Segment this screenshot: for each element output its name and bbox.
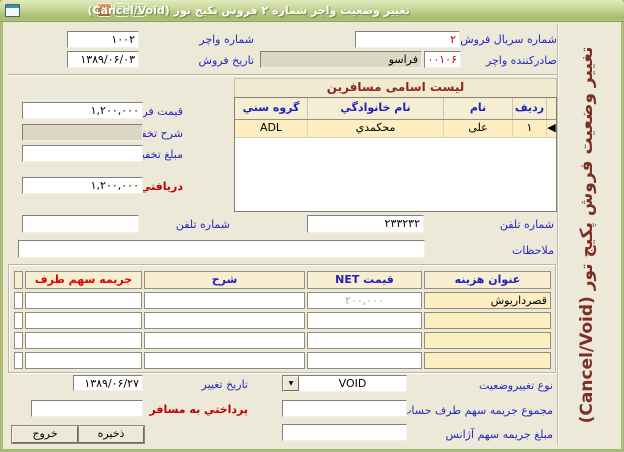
col-header-first-name: نام [443,98,512,119]
costs-groupbox [8,264,556,373]
cost-spacer-cell [14,332,23,349]
cost-row [14,312,551,329]
col-header-age-group: گروه سني [242,101,300,114]
sale-date-label: تاریخ فروش [198,54,254,67]
cost-net-cell [307,312,422,329]
change-date-label: تاریخ تغییر [201,378,248,391]
cost-title-cell [424,312,551,329]
passenger-first-name: علی [443,120,512,137]
col-header-description: شرح [144,271,305,289]
passenger-last-name: محکمدي [307,120,443,137]
phone2-label: شماره تلفن [175,218,230,231]
voucher-number-label: شماره واچر [199,33,254,46]
phone2-input[interactable] [22,215,139,233]
dropdown-arrow-icon[interactable]: ▼ [283,376,299,391]
window-title: تغییر وضعیت واچر شماره ۲ فروش پکیج تور (… [87,4,410,17]
issuer-label: صادرکننده واچر [485,54,557,67]
discount-amount-input[interactable] [22,145,143,162]
cost-penalty-cell[interactable] [25,332,142,349]
vertical-separator [557,24,559,445]
col-header-penalty: جریمه سهم طرف حساب [25,271,142,289]
row-selector-icon: ◀ [546,120,556,137]
title-bar: ✕ ❐ _ تغییر وضعیت واچر شماره ۲ فروش پکیج… [0,0,624,22]
sale-price-input[interactable]: ۱,۲۰۰,۰۰۰ [22,102,143,119]
col-header-row-no: ردیف [512,98,546,119]
cost-title-cell: قصرداریوش [424,292,551,309]
voucher-number-input[interactable]: ۱۰۰۲ [67,31,139,48]
issuer-code-input[interactable]: ۰۰۰۱۰۶ [424,51,461,68]
close-button[interactable]: ✕ [97,3,112,17]
agency-penalty-label: مبلغ جریمه سهم آژانس [445,428,553,441]
change-type-value: VOID [338,377,367,390]
passenger-row[interactable]: ◀ ۱ علی محکمدي ADL [235,120,556,138]
horizontal-separator [8,74,557,76]
passenger-grid-header: ردیف نام نام خانوادگي گروه سني [235,98,556,120]
notes-label: ملاحظات [512,244,554,257]
cost-spacer-cell [14,292,23,309]
serial-label: شماره سریال فروش [460,33,557,46]
passenger-age-group: ADL [259,121,283,134]
cost-desc-cell[interactable] [144,292,305,309]
col-header-spacer [14,271,23,289]
cost-desc-cell[interactable] [144,332,305,349]
side-banner-title: تغییر وضعیت فروش پکیج تور (Cancel/Void) [577,46,597,424]
cost-net-cell: ۲۰۰,۰۰۰ [307,292,422,309]
change-date-input[interactable]: ۱۳۸۹/۰۶/۲۷ [73,375,143,391]
phone1-input[interactable]: ۲۳۳۲۳۲ [307,215,424,233]
col-header-last-name: نام خانوادگي [307,98,443,119]
costs-grid-header: عنوان هزینه قیمت NET شرح جریمه سهم طرف ح… [14,271,551,289]
agency-penalty-input[interactable] [282,424,407,441]
row-selector-header [546,98,556,119]
costs-grid: عنوان هزینه قیمت NET شرح جریمه سهم طرف ح… [14,271,551,369]
cost-desc-cell[interactable] [144,312,305,329]
passenger-grid: ردیف نام نام خانوادگي گروه سني ◀ ۱ علی م… [234,97,557,212]
save-button[interactable]: ذخیره [77,425,145,444]
cost-net-cell [307,352,422,369]
change-type-label: نوع تغییروضعیت [479,379,553,392]
cost-net-cell [307,332,422,349]
sale-date-input[interactable]: ۱۳۸۹/۰۶/۰۳ [67,51,139,68]
total-penalty-input[interactable] [282,400,407,417]
cost-row: قصرداریوش ۲۰۰,۰۰۰ [14,292,551,309]
cost-penalty-cell[interactable] [25,352,142,369]
cost-penalty-cell[interactable] [25,312,142,329]
cost-row [14,332,551,349]
change-type-combobox[interactable]: ▼ VOID [282,375,407,392]
passenger-row-no: ۱ [512,120,546,137]
cost-row [14,352,551,369]
total-penalty-label: مجموع جریمه سهم طرف حساب [401,404,553,417]
app-icon [5,4,20,17]
phone1-label: شماره تلفن [499,218,554,231]
cost-title-cell [424,332,551,349]
exit-button[interactable]: خروج [11,425,79,444]
col-header-cost-title: عنوان هزینه [424,271,551,289]
cost-penalty-cell[interactable] [25,292,142,309]
serial-input[interactable]: ۲ [355,31,460,48]
discount-amount-label: مبلغ تخفیف [130,148,183,161]
cost-title-cell [424,352,551,369]
receivable-input[interactable]: ۱,۲۰۰,۰۰۰ [22,177,143,194]
col-header-net-price: قیمت NET [307,271,422,289]
maximize-button[interactable]: ❐ [114,3,129,17]
discount-desc-input [22,124,143,141]
paid-to-passenger-label: پرداختي به مسافر [149,403,248,416]
minimize-button[interactable]: _ [131,3,146,17]
cost-desc-cell[interactable] [144,352,305,369]
issuer-name-field: فراسو [260,51,422,68]
passenger-list-title: لیست اسامی مسافرین [234,78,557,97]
cost-spacer-cell [14,352,23,369]
receivable-label: دریافتي [139,180,183,193]
notes-input[interactable] [18,240,425,258]
cost-spacer-cell [14,312,23,329]
paid-to-passenger-input[interactable] [31,400,143,417]
